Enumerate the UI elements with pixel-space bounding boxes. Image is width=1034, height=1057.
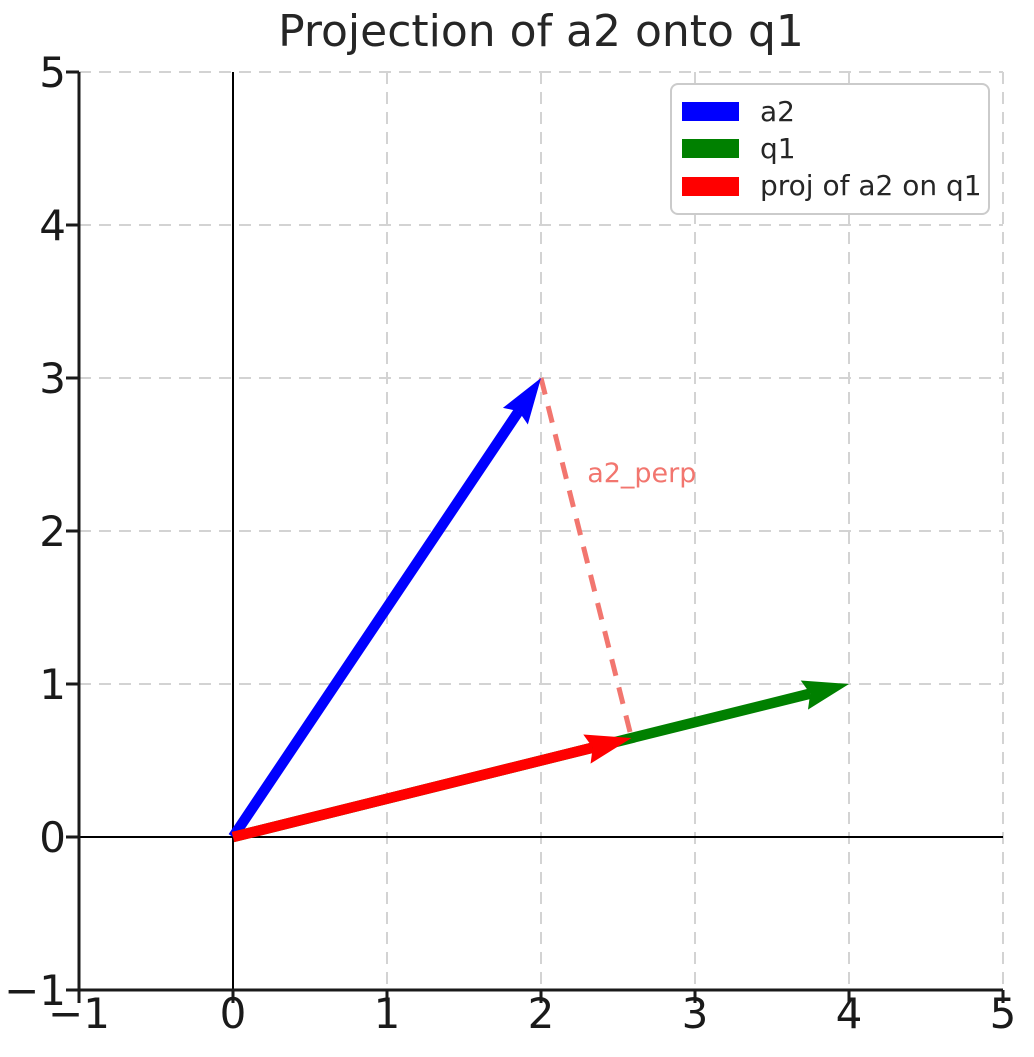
x-tick-label: 0	[220, 989, 247, 1038]
legend-label: proj of a2 on q1	[760, 169, 982, 203]
legend-swatch	[682, 176, 739, 196]
y-tick-label: 1	[39, 660, 66, 709]
y-tick-label: 2	[39, 507, 66, 556]
vector-a2-head	[502, 378, 541, 425]
vector-q1-head	[800, 680, 849, 710]
perp-dashed-line	[538, 377, 634, 739]
legend-swatch	[682, 139, 739, 159]
legend-label: a2	[760, 94, 795, 128]
vector-proj-of-a2-on-q1-head	[583, 734, 632, 764]
x-tick-label: 5	[990, 989, 1017, 1038]
x-tick-label: 1	[374, 989, 401, 1038]
vector-proj-of-a2-on-q1-shaft	[231, 742, 594, 843]
vector-a2-shaft	[228, 408, 524, 840]
x-tick-label: 4	[836, 989, 863, 1038]
legend-label: q1	[760, 131, 796, 165]
y-tick-label: 0	[39, 813, 66, 862]
y-tick-label: −1	[4, 966, 66, 1015]
legend: a2 q1 proj of a2 on q1	[670, 83, 990, 215]
x-tick-label: 3	[682, 989, 709, 1038]
legend-swatch	[682, 102, 739, 122]
y-tick-label: 4	[39, 201, 66, 250]
legend-item-proj-of-a2-on-q1: proj of a2 on q1	[682, 172, 982, 200]
chart-title: Projection of a2 onto q1	[278, 6, 804, 57]
y-tick-label: 3	[39, 354, 66, 403]
annotation-a2-perp: a2_perp	[587, 458, 696, 489]
y-tick-label: 5	[39, 48, 66, 97]
x-tick-label: −1	[48, 989, 110, 1038]
legend-item-q1: q1	[682, 131, 978, 165]
legend-item-a2: a2	[682, 94, 978, 128]
x-tick-label: 2	[528, 989, 555, 1038]
